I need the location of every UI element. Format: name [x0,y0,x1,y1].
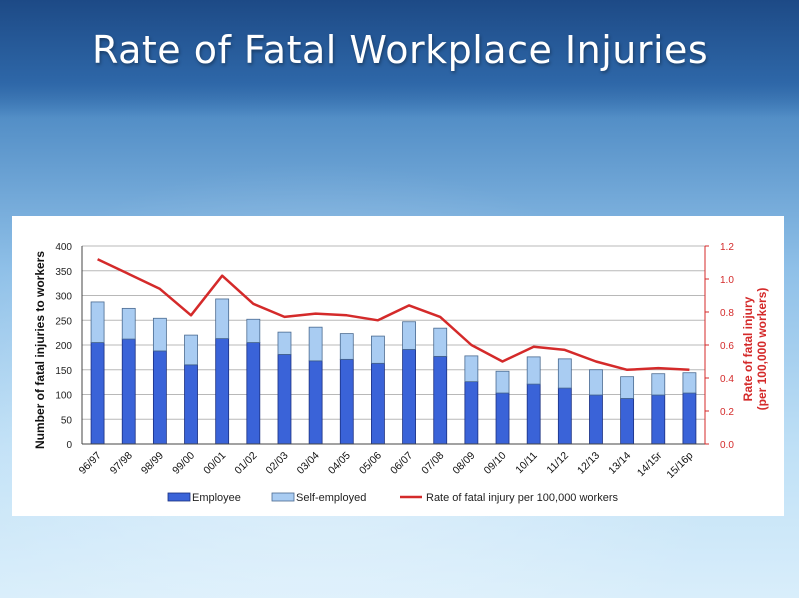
bar-self-employed [433,327,448,357]
bar-self-employed [277,331,292,355]
legend-label-self-employed: Self-employed [296,492,366,504]
y-right-axis-label-line2: (per 100,000 workers) [755,288,769,411]
y-tick-label: 100 [55,391,72,402]
y-right-tick-label: 0.0 [720,440,734,451]
bar-employee [620,398,635,445]
x-tick-label: 13/14 [606,450,633,477]
x-tick-label: 14/15r [635,449,665,479]
bar-employee [246,342,261,445]
bar-self-employed [371,335,385,364]
bar-employee [152,350,167,445]
x-tick-label: 03/04 [295,450,322,477]
y-axis-label: Number of fatal injuries to workers [33,251,47,449]
y-tick-label: 300 [55,292,72,303]
title-band [0,0,799,118]
legend-label-employee: Employee [192,492,241,504]
y-tick-label: 50 [61,415,73,426]
x-tick-label: 01/02 [232,450,259,477]
x-tick-labels: 96/97 97/98 98/99 99/00 00/01 01/02 02/03 03/04… [77,449,696,481]
bar-self-employed [121,307,136,340]
x-tick-label: 07/08 [419,450,446,477]
y-tick-label: 200 [55,341,72,352]
x-tick-label: 11/12 [544,450,571,477]
bar-employee [402,349,416,445]
bar-self-employed [620,376,635,399]
bar-employee [557,387,572,445]
y-tick-label: 400 [55,242,72,253]
legend-swatch-self-employed [271,492,295,502]
x-tick-label: 09/10 [482,450,509,477]
slide-title: Rate of Fatal Workplace Injuries [92,28,709,72]
bar-self-employed [682,372,697,394]
x-tick-label: 15/16p [664,450,695,481]
y-tick-labels: 0 50 100 150 200 250 300 350 400 [55,242,72,451]
bar-employee [682,392,697,445]
x-tick-label: 99/00 [170,450,197,477]
y-tick-label: 350 [55,267,72,278]
x-tick-label: 96/97 [77,450,104,477]
legend-swatch-employee [167,492,191,502]
bar-self-employed [215,298,230,339]
y-right-tick-labels: 0.0 0.2 0.4 0.6 0.8 1.0 1.2 [720,242,734,451]
bar-self-employed [402,321,416,350]
x-tick-label: 06/07 [388,450,415,477]
fatal-injuries-chart: 96/97 97/98 98/99 99/00 00/01 01/02 02/03 03/04… [33,242,769,504]
y-right-tick-label: 1.0 [720,275,734,286]
bar-self-employed [90,301,105,343]
y-tick-label: 150 [55,366,72,377]
y-tick-label: 250 [55,316,72,327]
chart-panel: 96/97 97/98 98/99 99/00 00/01 01/02 02/03 03/04… [12,216,784,516]
y-right-tick-label: 1.2 [720,242,734,253]
y-tick-label: 0 [66,440,72,451]
bar-employee [464,381,479,445]
y-right-tick-label: 0.2 [720,407,734,418]
bar-self-employed [589,369,603,396]
bar-employee [277,354,292,445]
bar-self-employed [184,334,198,366]
x-tick-label: 10/11 [513,450,540,477]
bar-employee [651,394,666,445]
rate-line [97,258,690,372]
bar-employee [433,355,448,445]
y-right-tick-label: 0.6 [720,341,734,352]
bar-employee [308,360,323,445]
x-tick-label: 98/99 [139,450,166,477]
bar-employee [495,392,510,445]
bar-self-employed [557,358,572,389]
legend-label-rate: Rate of fatal injury per 100,000 workers [426,492,618,504]
legend: Employee Self-employed Rate of fatal inj… [167,492,618,504]
bar-self-employed [246,318,261,343]
bar-self-employed [152,317,167,352]
x-tick-label: 08/09 [450,450,477,477]
bar-employee [589,394,603,445]
x-tick-label: 12/13 [575,450,602,477]
x-tick-label: 05/06 [357,450,384,477]
x-tick-label: 02/03 [264,450,291,477]
bar-employee [121,338,136,445]
bar-employee [526,383,541,445]
bar-self-employed [526,356,541,385]
bar-employee [339,358,354,445]
gridlines [82,245,705,420]
bar-employee [90,342,105,445]
bar-self-employed [651,373,666,396]
bar-self-employed [339,333,354,360]
bar-employee [215,338,230,445]
y-right-tick-label: 0.4 [720,374,734,385]
y-right-tick-label: 0.8 [720,308,734,319]
x-tick-label: 04/05 [326,450,353,477]
x-tick-label: 97/98 [108,450,135,477]
x-tick-label: 00/01 [201,450,228,477]
bar-self-employed [464,355,479,383]
y-right-axis-label-line1: Rate of fatal injury [741,296,755,401]
rate-line-group [97,258,690,372]
bar-self-employed [308,326,323,362]
bar-employee [184,364,198,445]
bar-employee [371,362,385,445]
axes [81,245,709,445]
bar-self-employed [495,370,510,394]
